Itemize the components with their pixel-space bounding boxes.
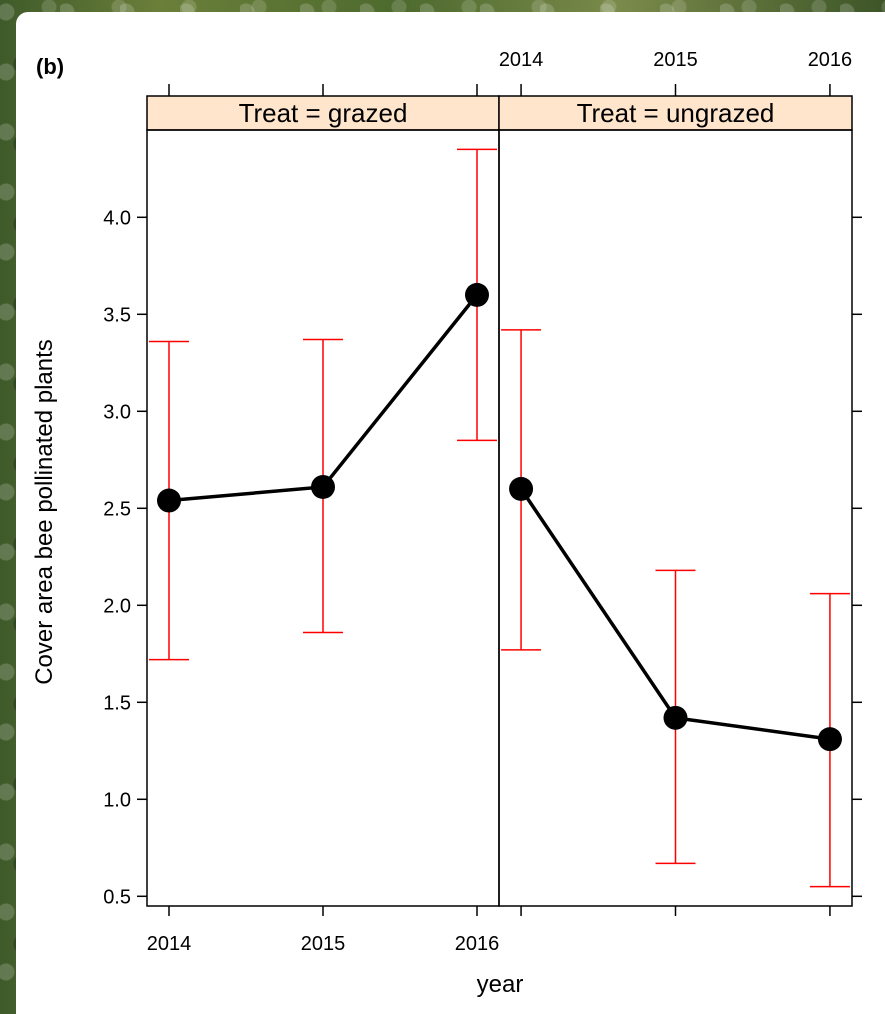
x-tick-label-bottom: 2016 — [455, 933, 500, 955]
x-tick-label-top: 2016 — [808, 49, 853, 71]
chart-marks — [149, 148, 850, 888]
y-tick-label: 1.5 — [103, 692, 131, 714]
chart-axes: Treat = grazed Treat = ungrazed 0.5 1.0 1.5 2… — [103, 49, 862, 955]
data-point-panel-2-2015 — [663, 705, 688, 730]
x-tick-label-bottom: 2014 — [147, 933, 192, 955]
y-tick-label: 0.5 — [103, 886, 131, 908]
x-tick-label-top: 2014 — [499, 49, 544, 71]
data-point-panel-2-2014 — [509, 476, 534, 501]
y-tick-label: 4.0 — [103, 207, 131, 229]
strip-label-panel-2: Treat = ungrazed — [577, 98, 775, 128]
x-tick-label-top: 2015 — [653, 49, 698, 71]
y-axis-label: Cover area bee pollinated plants — [31, 339, 58, 685]
y-tick-label: 3.0 — [103, 401, 131, 423]
data-point-panel-2-2016 — [817, 727, 842, 752]
figure-card — [16, 12, 885, 1014]
y-tick-label: 3.5 — [103, 304, 131, 326]
data-point-panel-1-2014 — [157, 488, 181, 513]
y-tick-label: 1.0 — [103, 789, 131, 811]
x-axis-label: year — [477, 971, 524, 998]
data-point-panel-1-2016 — [465, 282, 489, 307]
panel-label: (b) — [36, 54, 64, 79]
y-tick-label: 2.0 — [103, 595, 131, 617]
data-point-panel-1-2015 — [311, 474, 335, 499]
x-tick-label-bottom: 2015 — [301, 933, 346, 955]
strip-panel-2 — [498, 95, 853, 131]
strip-label-panel-1: Treat = grazed — [239, 98, 408, 128]
y-tick-label: 2.5 — [103, 498, 131, 520]
